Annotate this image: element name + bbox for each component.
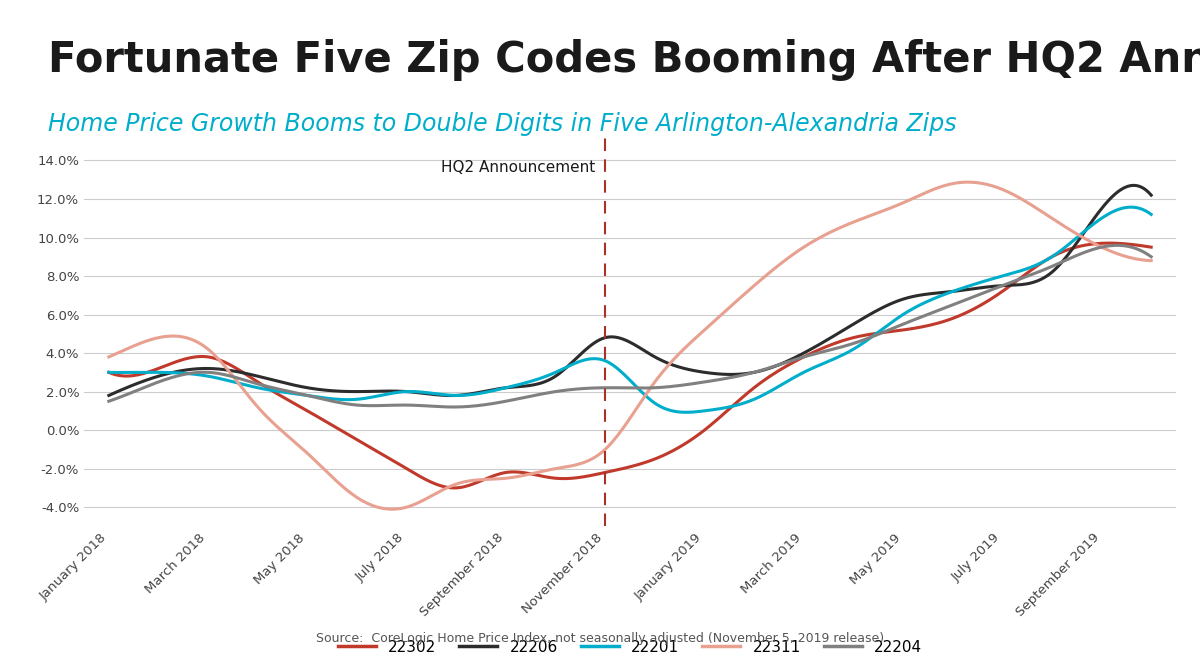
Text: Home Price Growth Booms to Double Digits in Five Arlington-Alexandria Zips: Home Price Growth Booms to Double Digits… — [48, 112, 956, 136]
Text: HQ2 Announcement: HQ2 Announcement — [442, 161, 595, 176]
Text: Fortunate Five Zip Codes Booming After HQ2 Announcement: Fortunate Five Zip Codes Booming After H… — [48, 39, 1200, 82]
Legend: 22302, 22206, 22201, 22311, 22204: 22302, 22206, 22201, 22311, 22204 — [331, 634, 929, 658]
Text: Source:  CoreLogic Home Price Index, not seasonally adjusted (November 5, 2019 r: Source: CoreLogic Home Price Index, not … — [316, 632, 884, 645]
